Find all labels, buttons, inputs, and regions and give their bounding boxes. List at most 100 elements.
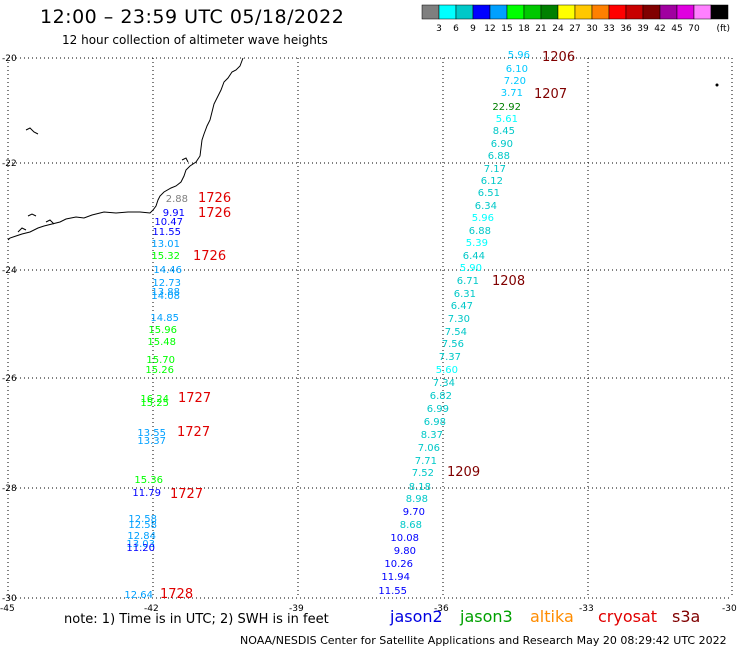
wave-height-value: 5.96	[508, 50, 530, 61]
wave-height-value: 7.34	[433, 378, 455, 389]
wave-height-value: 7.17	[484, 164, 506, 175]
color-legend: 3 6 9 12 15 18 21 24 27 30 33 36 39 42 45 70 (ft)	[421, 4, 730, 34]
wave-height-value: 15.48	[147, 337, 176, 348]
legend-swatch	[540, 4, 559, 20]
legend-swatch	[710, 4, 729, 20]
wave-height-value: 5.60	[436, 365, 458, 376]
legend-swatch	[489, 4, 508, 20]
wave-height-value: 8.98	[406, 494, 428, 505]
legend-swatch	[608, 4, 627, 20]
wave-height-value: 14.08	[151, 291, 180, 302]
wave-height-value: 8.37	[421, 430, 443, 441]
island-marker	[715, 83, 719, 87]
wave-height-value: 6.47	[451, 301, 473, 312]
wave-height-value: 13.88	[151, 287, 180, 298]
wave-height-value: 22.92	[492, 102, 521, 113]
wave-height-value: 6.51	[478, 188, 500, 199]
wave-height-value: 6.82	[430, 391, 452, 402]
legend-swatch	[438, 4, 457, 20]
wave-height-value: 11.20	[126, 543, 155, 554]
y-label-28: -28	[2, 484, 17, 494]
wave-height-value: 10.47	[154, 217, 183, 228]
wave-height-value: 7.06	[418, 443, 440, 454]
wave-height-value: 10.08	[390, 533, 419, 544]
wave-height-value: 6.99	[427, 404, 449, 415]
legend-swatch	[523, 4, 542, 20]
wave-height-value: 15.32	[151, 251, 180, 262]
wave-height-value: 10.26	[384, 559, 413, 570]
x-label-36: -36	[434, 604, 449, 614]
wave-height-value: 12.58	[128, 520, 157, 531]
legend-label: 33	[603, 24, 614, 34]
wave-height-value: 6.88	[469, 226, 491, 237]
legend-swatch	[421, 4, 440, 20]
sat-label-jason3: jason3	[460, 607, 513, 626]
wave-height-value: 9.80	[394, 546, 416, 557]
legend-label: 15	[501, 24, 512, 34]
wave-height-value: 12.64	[124, 590, 153, 601]
wave-height-value: 7.71	[415, 456, 437, 467]
wave-height-value: 11.79	[132, 488, 161, 499]
wave-height-value: 12.73	[152, 278, 181, 289]
pass-time-label: 1206	[542, 50, 575, 65]
wave-height-value: 13.03	[126, 539, 155, 550]
wave-height-value: 6.71	[457, 276, 479, 287]
wave-height-value: 7.37	[439, 352, 461, 363]
map-subtitle: 12 hour collection of altimeter wave hei…	[62, 33, 328, 47]
wave-height-value: 13.37	[137, 436, 166, 447]
legend-swatch	[625, 4, 644, 20]
legend-label: 42	[654, 24, 665, 34]
pass-time-label: 1208	[492, 274, 525, 289]
wave-height-value: 12.58	[128, 514, 157, 525]
legend-label: 24	[552, 24, 564, 34]
wave-height-value: 5.96	[472, 213, 494, 224]
wave-height-value: 6.90	[491, 139, 513, 150]
wave-height-value: 8.45	[493, 126, 515, 137]
coastline	[7, 57, 244, 241]
legend-label: 45	[671, 24, 682, 34]
wave-height-value: 8.18	[409, 482, 431, 493]
wave-height-value: 9.91	[163, 208, 185, 219]
wave-height-value: 13.55	[137, 428, 166, 439]
x-label-45: -45	[0, 604, 15, 614]
y-label-24: -24	[2, 266, 17, 276]
y-label-26: -26	[2, 374, 17, 384]
pass-time-label: 1727	[177, 425, 210, 440]
pass-time-label: 1726	[193, 249, 226, 264]
wave-height-value: 11.94	[381, 572, 410, 583]
wave-height-value: 5.90	[460, 263, 482, 274]
legend-swatch	[676, 4, 695, 20]
pass-time-label: 1728	[160, 587, 193, 602]
wave-height-value: 15.25	[140, 398, 169, 409]
x-label-33: -33	[579, 604, 594, 614]
wave-height-value: 6.10	[506, 64, 528, 75]
legend-swatch	[574, 4, 593, 20]
legend-swatch	[557, 4, 576, 20]
wave-height-value: 15.36	[134, 475, 163, 486]
pass-time-label: 1209	[447, 465, 480, 480]
sat-label-jason2: jason2	[390, 607, 443, 626]
wave-height-value: 7.52	[412, 468, 434, 479]
wave-height-value: 6.44	[463, 251, 485, 262]
legend-swatch	[693, 4, 712, 20]
y-label-20: -20	[2, 54, 17, 64]
wave-height-value: 9.70	[403, 507, 425, 518]
wave-height-value: 11.55	[152, 227, 181, 238]
credits-footer: NOAA/NESDIS Center for Satellite Applica…	[240, 634, 727, 647]
legend-swatch	[455, 4, 474, 20]
wave-height-value: 2.88	[166, 194, 188, 205]
legend-label: 6	[453, 24, 459, 34]
pass-time-label: 1207	[534, 87, 567, 102]
wave-height-value: 15.26	[145, 365, 174, 376]
wave-height-value: 15.70	[146, 355, 175, 366]
pass-time-label: 1726	[198, 206, 231, 221]
pass-time-label: 1727	[170, 487, 203, 502]
pass-time-label: 1726	[198, 191, 231, 206]
legend-label: 21	[535, 24, 546, 34]
wave-height-value: 14.85	[150, 313, 179, 324]
wave-height-value: 8.68	[400, 520, 422, 531]
legend-label: 39	[637, 24, 649, 34]
wave-height-value: 5.61	[496, 114, 518, 125]
wave-height-value: 6.31	[454, 289, 476, 300]
